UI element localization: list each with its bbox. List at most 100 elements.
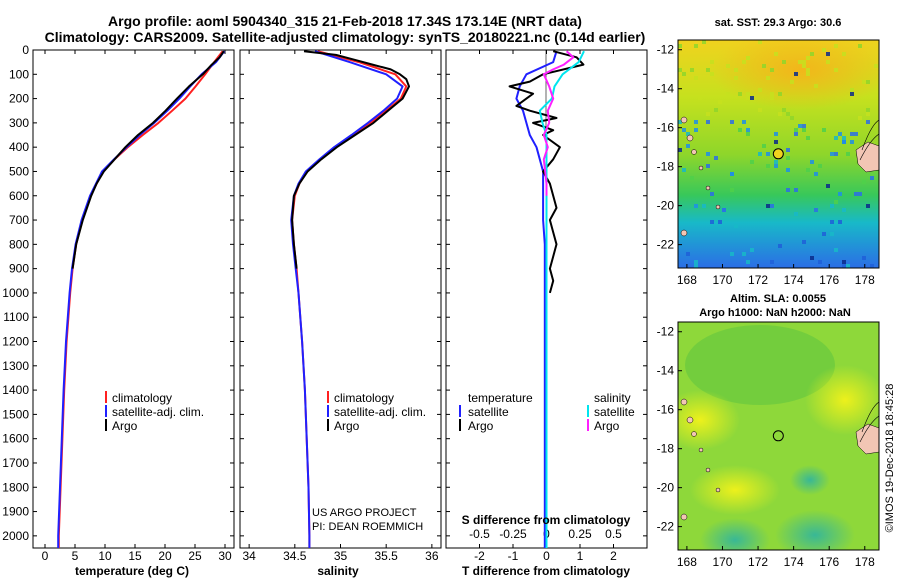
sst-pixel	[850, 140, 854, 144]
legend-satellite-label: satellite-adj. clim.	[112, 405, 204, 419]
lat-tick-label: -12	[657, 325, 675, 339]
sst-pixel	[706, 112, 710, 116]
sst-pixel	[770, 260, 774, 264]
sst-pixel	[822, 128, 826, 132]
sst-pixel	[710, 220, 714, 224]
temperature-difference-legend: temperature satellite Argo	[459, 391, 533, 433]
sst-pixel	[750, 96, 754, 100]
depth-tick-label: 1400	[2, 383, 29, 397]
t-difference-satellite-line	[515, 50, 558, 548]
sst-pixel	[770, 96, 774, 100]
sst-pixel	[702, 40, 706, 44]
sst-pixel	[694, 120, 698, 124]
lat-tick-label: -22	[657, 238, 675, 252]
sst-pixel	[766, 76, 770, 80]
depth-tick-label: 1100	[3, 310, 29, 324]
lon-tick-label: 172	[748, 273, 768, 287]
lon-tick-label: 172	[748, 555, 768, 569]
sst-pixel	[862, 180, 866, 184]
sst-pixel	[746, 56, 750, 60]
island	[698, 165, 704, 171]
lon-tick-label: 168	[677, 555, 697, 569]
sst-pixel	[786, 112, 790, 116]
island	[715, 204, 721, 210]
sst-pixel	[822, 48, 826, 52]
sst-pixel	[790, 116, 794, 120]
sst-pixel	[802, 64, 806, 68]
lon-tick-label: 178	[855, 555, 875, 569]
depth-tick-label: 600	[9, 189, 29, 203]
sst-pixel	[758, 40, 762, 44]
legend-salinity-title: salinity	[594, 391, 631, 405]
sst-pixel	[682, 128, 686, 132]
sst-pixel	[774, 132, 778, 136]
island	[686, 416, 694, 424]
depth-tick-label: 400	[9, 140, 29, 154]
sst-pixel	[730, 188, 734, 192]
legend-climatology-label: climatology	[112, 391, 172, 405]
sst-pixel	[686, 252, 690, 256]
island	[705, 185, 711, 191]
sst-pixel	[794, 72, 798, 76]
sst-pixel	[834, 248, 838, 252]
sst-coast-lines	[859, 119, 879, 161]
x-tick-label: 0	[42, 549, 49, 563]
sst-pixel	[702, 204, 706, 208]
sla-lat-axis: -12 -14 -16 -18 -20 -22	[657, 325, 682, 534]
sst-pixel	[774, 52, 778, 56]
sst-pixel	[742, 60, 746, 64]
sst-pixel	[750, 160, 754, 164]
x-tick-label: -2	[474, 549, 485, 563]
depth-tick-label: 500	[9, 164, 29, 178]
depth-tick-label: 0	[22, 43, 29, 57]
lon-tick-label: 174	[784, 555, 804, 569]
sst-pixel	[794, 188, 798, 192]
sst-pixel	[830, 220, 834, 224]
x-tick-label: 5	[72, 549, 79, 563]
sst-pixel	[826, 52, 830, 56]
sst-pixel	[842, 140, 846, 144]
salinity-argo-line	[291, 50, 410, 269]
depth-tick-label: 1900	[2, 505, 29, 519]
sst-pixel	[742, 252, 746, 256]
x-tick-label: 0	[543, 549, 550, 563]
figure-title: Argo profile: aoml 5904340_315 21-Feb-20…	[108, 13, 582, 29]
float-position-marker	[772, 148, 784, 160]
sst-pixel	[742, 120, 746, 124]
sst-pixel	[686, 144, 690, 148]
legend-satellite-label: satellite-adj. clim.	[334, 405, 426, 419]
sst-pixel	[710, 60, 714, 64]
sla-land	[680, 398, 879, 521]
sst-pixel	[834, 200, 838, 204]
depth-axis: 0 100 200 300 400 500 600 700 800 900 1000 1100 1200…	[2, 43, 647, 543]
salinity-panel	[239, 49, 442, 549]
depth-tick-label: 1000	[2, 286, 29, 300]
island	[705, 467, 711, 473]
sst-pixel	[714, 156, 718, 160]
sst-pixel	[838, 192, 842, 196]
sst-pixel	[762, 144, 766, 148]
depth-tick-label: 100	[9, 67, 29, 81]
x-tick-label: 35.5	[375, 549, 399, 563]
sst-pixel	[706, 120, 710, 124]
sst-pixel	[782, 60, 786, 64]
sst-pixel	[830, 204, 834, 208]
sst-pixel	[682, 72, 686, 76]
sst-pixel	[818, 164, 822, 168]
sst-pixel	[686, 132, 690, 136]
sst-pixel	[834, 136, 838, 140]
sst-pixel	[842, 260, 846, 264]
depth-tick-label: 1800	[2, 480, 29, 494]
sst-pixel	[774, 140, 778, 144]
s-difference-argo-line	[542, 50, 575, 196]
sst-pixel	[706, 152, 710, 156]
depth-tick-label: 300	[9, 116, 29, 130]
sst-pixel	[850, 92, 854, 96]
sst-pixel	[726, 64, 730, 68]
temperature-legend: climatology satellite-adj. clim. Argo	[105, 391, 204, 433]
sst-pixel	[790, 80, 794, 84]
x-tick-label: 2	[610, 549, 617, 563]
legend-s-satellite-label: satellite	[594, 405, 635, 419]
sst-pixel	[762, 64, 766, 68]
